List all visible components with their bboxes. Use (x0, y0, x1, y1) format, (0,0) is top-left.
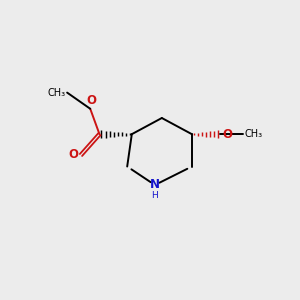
Text: CH₃: CH₃ (47, 88, 65, 98)
Text: CH₃: CH₃ (244, 129, 263, 139)
Text: O: O (68, 148, 78, 161)
Text: H: H (152, 191, 158, 200)
Text: N: N (150, 178, 160, 190)
Text: O: O (222, 128, 233, 141)
Text: O: O (86, 94, 96, 107)
